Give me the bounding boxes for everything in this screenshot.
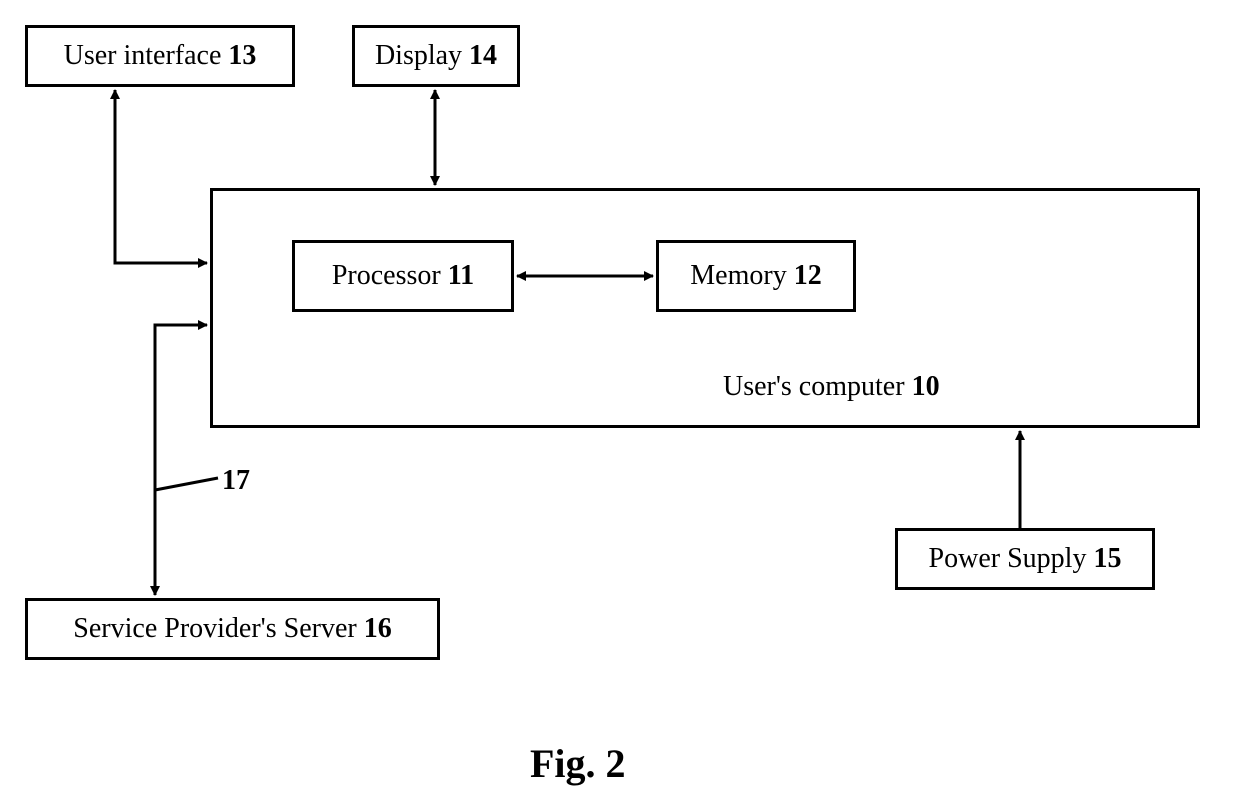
processor-box: Processor 11 xyxy=(292,240,514,312)
power-supply-label: Power Supply 15 xyxy=(929,543,1122,575)
display-box: Display 14 xyxy=(352,25,520,87)
callout-17-label: 17 xyxy=(222,465,250,497)
edge-ui-to-computer xyxy=(115,90,207,263)
user-interface-label: User interface 13 xyxy=(64,40,257,72)
figure-caption: Fig. 2 xyxy=(530,740,626,787)
memory-box: Memory 12 xyxy=(656,240,856,312)
processor-label: Processor 11 xyxy=(332,260,474,292)
power-supply-box: Power Supply 15 xyxy=(895,528,1155,590)
users-computer-label: User's computer 10 xyxy=(723,371,940,403)
user-interface-box: User interface 13 xyxy=(25,25,295,87)
edge-server-to-computer xyxy=(155,325,207,595)
service-provider-label: Service Provider's Server 16 xyxy=(73,613,391,645)
edge-callout-17 xyxy=(155,478,218,490)
memory-label: Memory 12 xyxy=(690,260,821,292)
display-label: Display 14 xyxy=(375,40,497,72)
service-provider-box: Service Provider's Server 16 xyxy=(25,598,440,660)
